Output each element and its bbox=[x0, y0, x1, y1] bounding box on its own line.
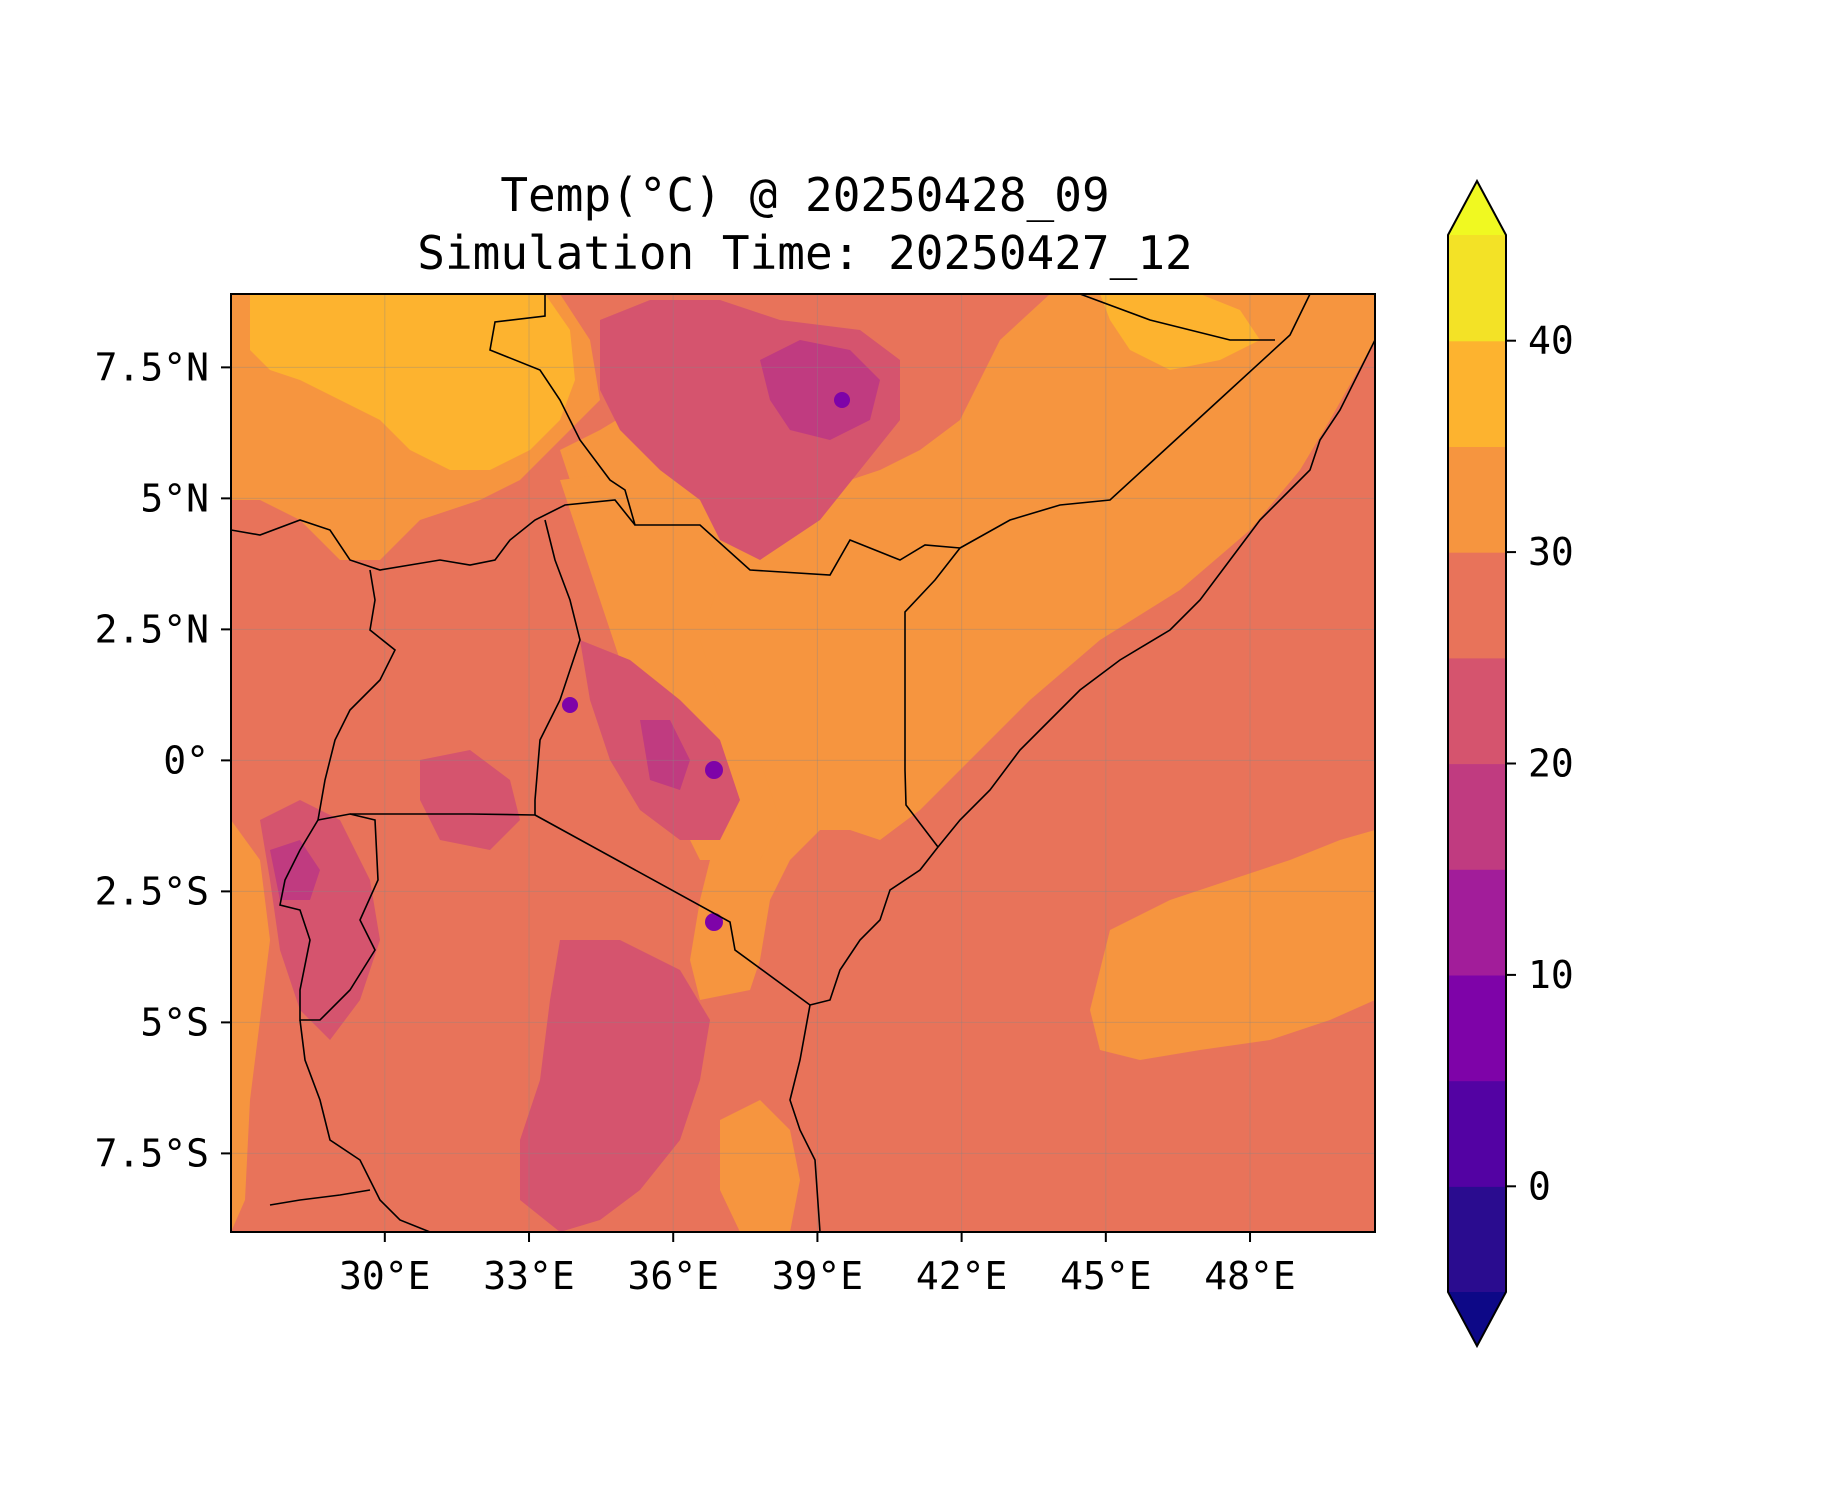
y-tick-label: 2.5°S bbox=[95, 869, 209, 913]
x-tick-label: 30°E bbox=[339, 1254, 431, 1298]
border-kenya-somalia bbox=[904, 547, 961, 848]
temp-zone-20-25-uganda-patch bbox=[420, 750, 520, 850]
colorbar-tick-label: 10 bbox=[1528, 953, 1574, 997]
map-title-line-2: Simulation Time: 20250427_12 bbox=[417, 226, 1193, 280]
colorbar-level-2 bbox=[1448, 974, 1506, 1082]
colorbar-level-1 bbox=[1448, 1080, 1506, 1187]
y-tick-label: 5°N bbox=[140, 476, 209, 520]
temp-zone-5-10-mount-kenya bbox=[705, 761, 723, 779]
map-gridlines bbox=[231, 294, 1375, 1232]
colorbar-level-6 bbox=[1448, 552, 1506, 659]
y-tick-label: 0° bbox=[163, 738, 209, 782]
border-tanzania-zambia bbox=[269, 1189, 371, 1206]
x-tick-label: 36°E bbox=[627, 1254, 719, 1298]
colorbar-tick-label: 0 bbox=[1528, 1164, 1551, 1208]
colorbar-level-4 bbox=[1448, 763, 1506, 870]
y-tick-label: 5°S bbox=[140, 1000, 209, 1044]
border-lake-victoria-south bbox=[317, 813, 536, 821]
colorbar-level-8 bbox=[1448, 340, 1506, 447]
y-axis-ticks: 7.5°N 5°N 2.5°N 0° 2.5°S 5°S 7.5°S bbox=[95, 345, 231, 1175]
temp-zone-35-40-somalia bbox=[1100, 294, 1260, 370]
colorbar-extend-under bbox=[1448, 1292, 1506, 1346]
colorbar-tick-label: 30 bbox=[1528, 530, 1574, 574]
border-kenya-tanzania bbox=[534, 814, 811, 1006]
x-tick-label: 48°E bbox=[1204, 1254, 1296, 1298]
colorbar-level-5 bbox=[1448, 657, 1506, 765]
colorbar-tick-label: 40 bbox=[1528, 319, 1574, 363]
colorbar-level-3 bbox=[1448, 869, 1506, 976]
border-south-sudan-ethiopia bbox=[489, 294, 961, 576]
colorbar-level-9 bbox=[1448, 235, 1506, 342]
coastline-east-africa bbox=[789, 339, 1375, 1232]
map-panel: 30°E 33°E 36°E 39°E 42°E 45°E 48°E 7.5°N 5°N 2.5… bbox=[95, 293, 1376, 1298]
temp-zone-15-20-kenya-peaks bbox=[640, 720, 690, 790]
temp-zone-35-40-sudan bbox=[250, 294, 575, 470]
border-tanzania-drc bbox=[299, 1019, 431, 1232]
country-borders bbox=[231, 294, 1375, 1232]
x-tick-label: 33°E bbox=[483, 1254, 575, 1298]
colorbar-outline bbox=[1447, 178, 1507, 1349]
colorbar-level-7 bbox=[1448, 446, 1506, 553]
border-ethiopia-somalia bbox=[959, 294, 1311, 549]
x-tick-label: 45°E bbox=[1060, 1254, 1152, 1298]
temp-zone-20-25-tanzania-highlands bbox=[520, 940, 710, 1232]
x-tick-label: 42°E bbox=[916, 1254, 1008, 1298]
border-somaliland bbox=[1079, 294, 1275, 341]
temp-zone-15-20-rwanda bbox=[270, 840, 320, 900]
temp-zone-5-10-elgon bbox=[562, 697, 578, 713]
y-tick-label: 7.5°N bbox=[95, 345, 209, 389]
map-frame bbox=[230, 293, 1376, 1233]
temp-zone-30-35-west bbox=[231, 820, 270, 1232]
temp-zone-5-10-simien bbox=[834, 392, 850, 408]
colorbar-level-0 bbox=[1448, 1186, 1506, 1293]
y-tick-label: 2.5°N bbox=[95, 607, 209, 651]
map-title-line-1: Temp(°C) @ 20250428_09 bbox=[500, 168, 1110, 222]
border-uganda-kenya bbox=[534, 519, 581, 815]
border-drc-uganda bbox=[317, 569, 397, 821]
colorbar-extend-over bbox=[1448, 181, 1506, 235]
x-axis-ticks: 30°E 33°E 36°E 39°E 42°E 45°E 48°E bbox=[339, 1232, 1296, 1298]
temp-zone-5-10-kilimanjaro bbox=[705, 913, 723, 931]
border-sudan-south-sudan bbox=[231, 499, 636, 571]
colorbar: 0 10 20 30 40 bbox=[1447, 178, 1574, 1349]
colorbar-tick-label: 20 bbox=[1528, 742, 1574, 786]
x-tick-label: 39°E bbox=[772, 1254, 864, 1298]
temp-zone-30-35-indian-ocean bbox=[1090, 830, 1375, 1060]
temp-zone-30-35-south-coast bbox=[720, 1100, 800, 1232]
temp-zone-15-20-ethiopian-peaks bbox=[760, 340, 880, 440]
temperature-field bbox=[231, 294, 1375, 1232]
y-tick-label: 7.5°S bbox=[95, 1131, 209, 1175]
